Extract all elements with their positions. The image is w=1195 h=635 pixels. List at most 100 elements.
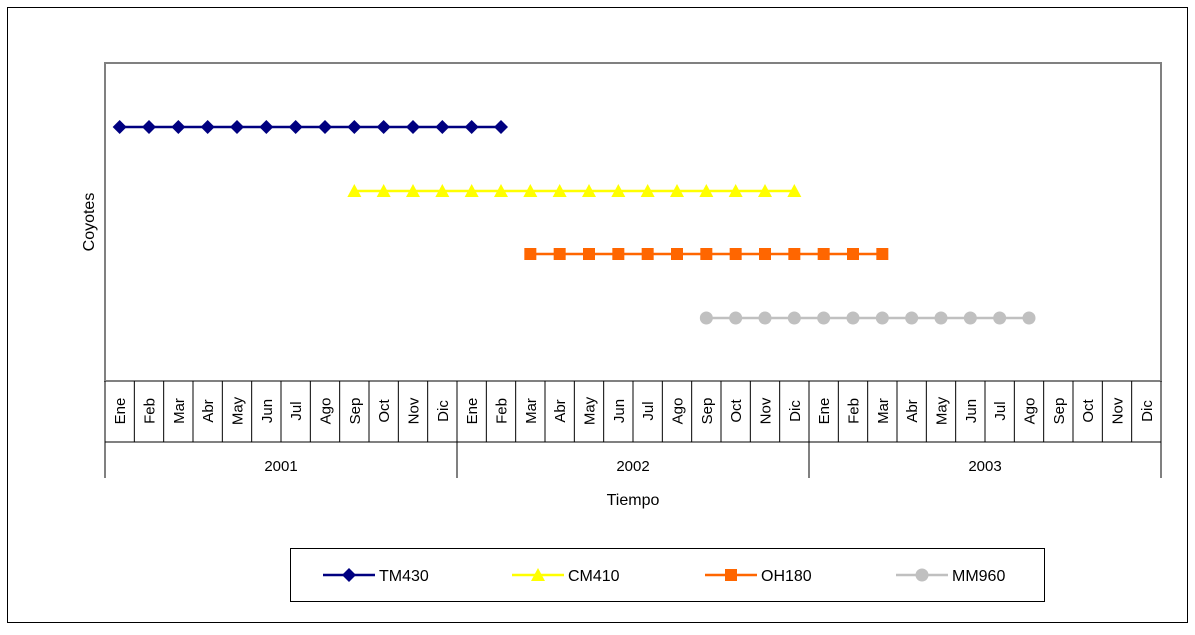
- series-layer: [112, 120, 1036, 325]
- month-tick-label: Ago: [670, 398, 687, 425]
- series-cm410: [347, 184, 802, 197]
- data-point: [759, 248, 771, 260]
- series-oh180: [524, 248, 889, 260]
- data-point: [582, 184, 596, 197]
- legend-marker: [915, 568, 929, 582]
- data-point: [494, 184, 508, 197]
- data-point: [524, 248, 537, 260]
- month-tick-label: Abr: [200, 399, 217, 422]
- month-tick-label: Nov: [406, 397, 423, 424]
- data-point: [640, 184, 655, 197]
- legend: TM430 CM410 OH180 MM960: [290, 548, 1045, 602]
- month-tick-label: Sep: [347, 398, 364, 425]
- month-tick-label: Feb: [142, 398, 159, 424]
- data-point: [200, 120, 215, 134]
- data-point: [788, 248, 801, 260]
- month-tick-label: Oct: [1080, 399, 1097, 423]
- data-point: [318, 120, 332, 134]
- data-point: [728, 184, 743, 197]
- data-point: [494, 120, 508, 134]
- data-point: [1022, 311, 1036, 325]
- data-point: [817, 248, 830, 260]
- data-point: [435, 184, 450, 197]
- x-axis: Ene Feb Mar Abr May Jun Jul Ago Sep Oct Nov Dic 2001…: [104, 381, 1162, 478]
- data-point: [963, 311, 977, 325]
- series-mm960: [699, 311, 1036, 325]
- data-point: [552, 184, 567, 197]
- year-label: 2001: [264, 458, 297, 475]
- data-point: [259, 120, 274, 134]
- data-point: [993, 311, 1007, 325]
- data-point: [846, 311, 860, 325]
- legend-item-cm410: CM410: [512, 568, 620, 585]
- data-point: [435, 120, 450, 134]
- month-tick-label: Ago: [318, 398, 335, 425]
- month-tick-label: Jun: [611, 399, 628, 423]
- data-point: [611, 184, 626, 197]
- month-tick-label: Nov: [758, 397, 775, 424]
- data-point: [171, 120, 186, 134]
- month-tick-label: Oct: [728, 399, 745, 423]
- month-tick-label: Nov: [1110, 397, 1127, 424]
- month-tick-label: Oct: [376, 399, 393, 423]
- data-point: [758, 184, 772, 197]
- month-tick-label: Feb: [494, 398, 511, 424]
- month-tick-label: Mar: [171, 398, 188, 424]
- month-tick-label: Ene: [816, 398, 833, 425]
- data-point: [553, 248, 566, 260]
- data-point: [729, 311, 743, 325]
- legend-marker: [531, 568, 545, 581]
- month-tick-label: Sep: [1051, 398, 1068, 425]
- data-point: [523, 184, 538, 197]
- data-point: [376, 184, 391, 197]
- data-point: [464, 184, 479, 197]
- data-point: [641, 248, 654, 260]
- month-tick-label: Jun: [259, 399, 276, 423]
- y-axis-label: Coyotes: [81, 193, 98, 252]
- data-point: [671, 248, 683, 260]
- data-point: [875, 311, 889, 325]
- month-tick-label: Abr: [552, 399, 569, 422]
- month-tick-label: Jul: [992, 401, 1009, 420]
- month-tick-label: Dic: [1139, 400, 1156, 422]
- month-tick-label: Mar: [523, 398, 540, 424]
- data-point: [787, 311, 801, 325]
- month-tick-label: May: [582, 396, 599, 425]
- data-point: [905, 311, 919, 325]
- month-tick-label: Ago: [1022, 398, 1039, 425]
- data-point: [347, 120, 362, 134]
- legend-label: MM960: [952, 568, 1005, 585]
- data-point: [464, 120, 479, 134]
- data-point: [729, 248, 742, 260]
- month-tick-label: Feb: [846, 398, 863, 424]
- legend-marker: [342, 568, 356, 582]
- data-point: [817, 311, 831, 325]
- year-label: 2003: [968, 458, 1001, 475]
- legend-item-mm960: MM960: [896, 568, 1005, 585]
- legend-label: CM410: [568, 568, 620, 585]
- data-point: [112, 120, 127, 134]
- month-tick-label: Mar: [875, 398, 892, 424]
- month-tick-label: Ene: [464, 398, 481, 425]
- data-point: [288, 120, 303, 134]
- legend-marker: [725, 569, 737, 581]
- month-tick-label: Jul: [640, 401, 657, 420]
- legend-label: TM430: [379, 568, 429, 585]
- legend-label: OH180: [761, 568, 812, 585]
- month-tick-label: Dic: [435, 400, 452, 422]
- x-axis-label: Tiempo: [607, 492, 660, 509]
- data-point: [406, 184, 420, 197]
- data-point: [142, 120, 156, 134]
- data-point: [787, 184, 802, 197]
- legend-items: TM430 CM410 OH180 MM960: [323, 568, 1005, 585]
- month-tick-label: Dic: [787, 400, 804, 422]
- data-point: [230, 120, 244, 134]
- data-point: [376, 120, 391, 134]
- data-point: [876, 248, 889, 260]
- data-point: [758, 311, 772, 325]
- month-tick-label: Ene: [112, 398, 129, 425]
- month-tick-label: May: [934, 396, 951, 425]
- data-point: [406, 120, 420, 134]
